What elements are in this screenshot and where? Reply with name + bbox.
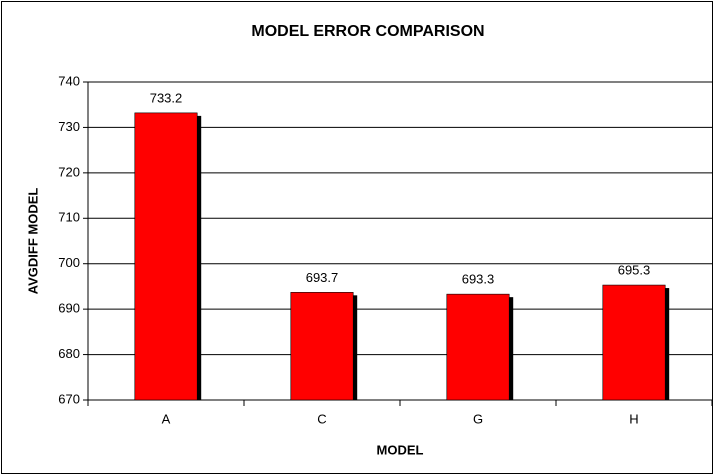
data-label: 733.2 xyxy=(150,90,183,105)
bar xyxy=(446,293,510,401)
x-tick-label: H xyxy=(629,411,638,426)
chart-title: MODEL ERROR COMPARISON xyxy=(251,23,484,40)
bar xyxy=(134,112,198,401)
y-axis-title: AVGDIFF MODEL xyxy=(25,188,40,295)
x-tick-label: G xyxy=(473,411,483,426)
data-label: 693.3 xyxy=(462,272,495,287)
x-tick-label: C xyxy=(317,411,326,426)
bar xyxy=(602,284,666,401)
y-tick-label: 720 xyxy=(58,164,80,179)
y-tick-label: 710 xyxy=(58,210,80,225)
data-label: 695.3 xyxy=(618,263,651,278)
data-label: 693.7 xyxy=(306,270,339,285)
y-tick-label: 730 xyxy=(58,119,80,134)
y-tick-label: 740 xyxy=(58,73,80,88)
x-tick-label: A xyxy=(162,411,171,426)
y-tick-label: 680 xyxy=(58,346,80,361)
x-axis-title: MODEL xyxy=(377,442,424,457)
y-tick-label: 670 xyxy=(58,391,80,406)
y-tick-label: 700 xyxy=(58,255,80,270)
bar xyxy=(290,292,354,401)
y-tick-label: 690 xyxy=(58,301,80,316)
